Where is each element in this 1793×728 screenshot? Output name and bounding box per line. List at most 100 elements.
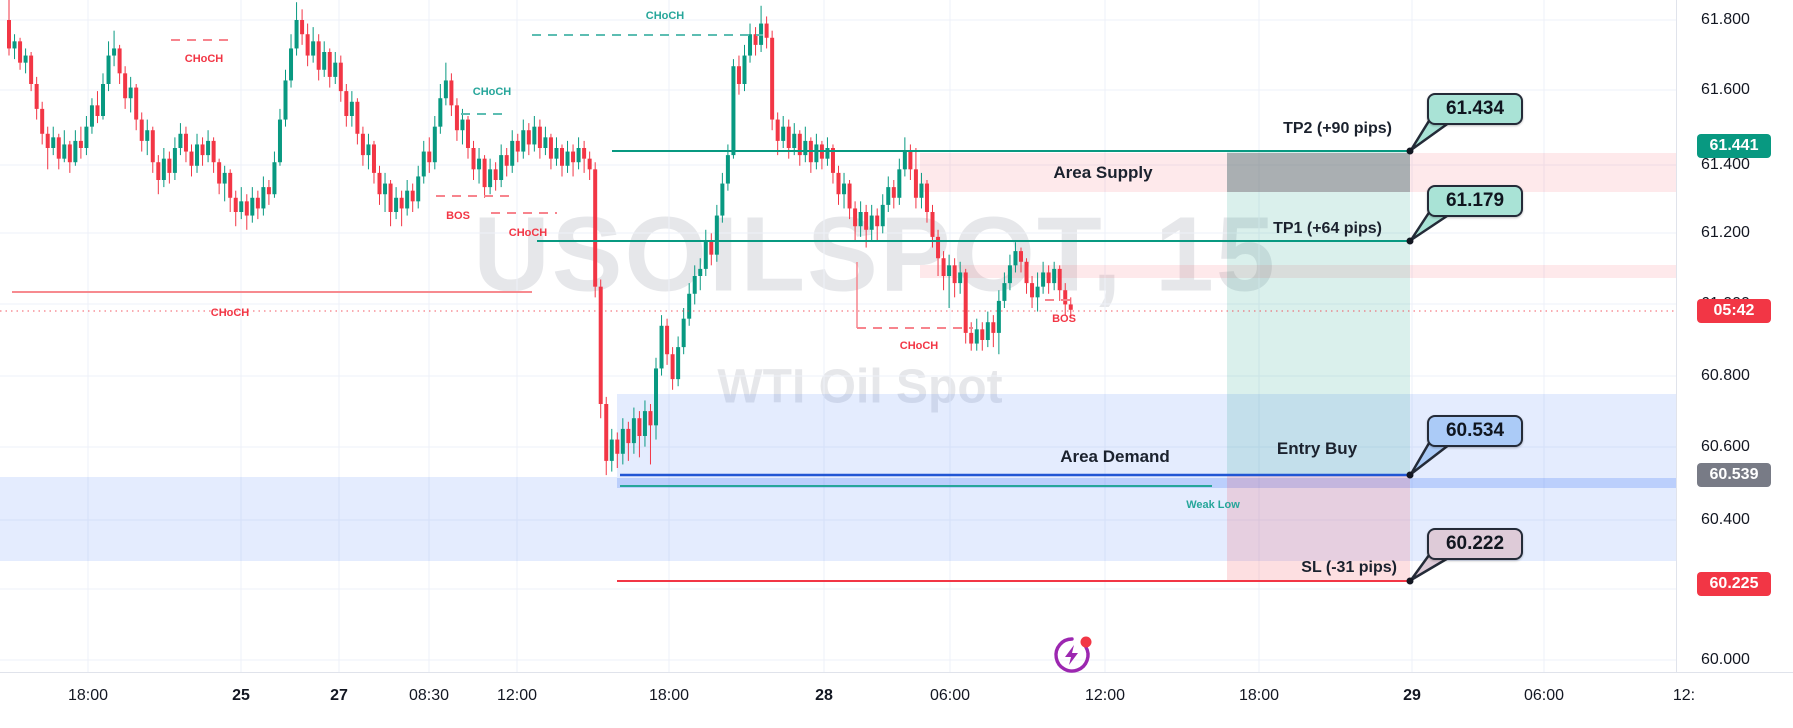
candle-body bbox=[294, 20, 299, 49]
candle-body bbox=[1046, 272, 1051, 284]
candle-body bbox=[980, 329, 985, 341]
candle-body bbox=[89, 105, 94, 127]
candle-body bbox=[875, 215, 880, 227]
candle-body bbox=[731, 66, 736, 156]
candle-body bbox=[67, 144, 72, 163]
candle-body bbox=[421, 151, 426, 177]
candle-body bbox=[576, 148, 581, 163]
candle-body bbox=[255, 197, 260, 209]
candle-body bbox=[117, 48, 122, 74]
candle-body bbox=[725, 155, 730, 184]
choch-marker-label: CHoCH bbox=[508, 227, 548, 239]
candle-body bbox=[189, 151, 194, 166]
candle-body bbox=[366, 144, 371, 156]
weak-low-label[interactable]: Weak Low bbox=[1186, 499, 1240, 511]
candle-body bbox=[289, 48, 294, 81]
tp2-price-badge: 61.441 bbox=[1697, 134, 1771, 158]
candle-body bbox=[792, 133, 797, 149]
candle-body bbox=[941, 258, 946, 277]
candle-body bbox=[145, 130, 150, 141]
flash-event-icon[interactable] bbox=[1049, 632, 1095, 678]
time-tick-label: 06:00 bbox=[929, 687, 971, 704]
candle-body bbox=[471, 148, 476, 170]
candle-body bbox=[217, 162, 222, 184]
candle-body bbox=[300, 20, 305, 35]
candle-body bbox=[609, 439, 614, 461]
candle-body bbox=[615, 439, 620, 454]
candle-body bbox=[250, 197, 255, 216]
time-axis[interactable]: 18:00 25 27 08:30 12:00 18:00 28 06:00 12:00 18:0… bbox=[0, 672, 1793, 728]
bos-marker-label: BOS bbox=[1052, 313, 1076, 325]
choch-marker-label: CHoCH bbox=[184, 53, 224, 65]
tp2-price-callout[interactable]: 61.434 bbox=[1427, 93, 1523, 125]
candle-body bbox=[277, 119, 282, 163]
candle-body bbox=[449, 80, 454, 106]
sl-price-badge: 60.225 bbox=[1697, 572, 1771, 596]
candle-body bbox=[29, 55, 34, 85]
candle-body bbox=[344, 91, 349, 117]
entry-buy-label[interactable]: Entry Buy bbox=[1276, 439, 1358, 458]
candle-body bbox=[388, 183, 393, 213]
candle-body bbox=[51, 137, 56, 149]
candle-body bbox=[1052, 268, 1057, 284]
candle-body bbox=[112, 48, 117, 56]
tp1-label[interactable]: TP1 (+64 pips) bbox=[1273, 220, 1382, 237]
stop-loss-label[interactable]: SL (-31 pips) bbox=[1301, 559, 1397, 576]
candle-body bbox=[814, 144, 819, 163]
sl-price-callout[interactable]: 60.222 bbox=[1427, 528, 1523, 560]
candle-body bbox=[1041, 272, 1046, 287]
candle-body bbox=[692, 276, 697, 294]
loss-zone[interactable] bbox=[1227, 475, 1410, 581]
entry-price-callout[interactable]: 60.534 bbox=[1427, 415, 1523, 447]
supply-overlap-zone[interactable] bbox=[1227, 153, 1410, 192]
candle-body bbox=[748, 34, 753, 56]
candle-body bbox=[1013, 251, 1018, 266]
tp1-price-callout[interactable]: 61.179 bbox=[1427, 185, 1523, 217]
candle-body bbox=[239, 201, 244, 213]
demand-edge-stripe[interactable] bbox=[617, 478, 1676, 488]
candle-body bbox=[687, 293, 692, 319]
candle-body bbox=[598, 286, 603, 405]
line-anchor-dot bbox=[1406, 237, 1414, 245]
candle-body bbox=[167, 158, 172, 173]
candle-body bbox=[504, 155, 509, 166]
candle-body bbox=[515, 140, 520, 152]
candle-body bbox=[416, 176, 421, 202]
candle-body bbox=[200, 144, 205, 156]
time-tick-label: 29 bbox=[1403, 687, 1421, 704]
candle-body bbox=[410, 190, 415, 202]
candle-body bbox=[12, 41, 17, 49]
profit-zone[interactable] bbox=[1227, 151, 1410, 475]
candle-body bbox=[73, 140, 78, 163]
area-supply-zone[interactable] bbox=[920, 153, 1676, 192]
candle-body bbox=[665, 325, 670, 355]
supply-minor-zone[interactable] bbox=[920, 265, 1676, 278]
candle-body bbox=[659, 325, 664, 369]
candle-body bbox=[233, 197, 238, 213]
area-demand-lower-zone[interactable] bbox=[0, 477, 1676, 561]
candle-body bbox=[869, 215, 874, 230]
candle-body bbox=[261, 187, 266, 209]
price-tick-label: 61.200 bbox=[1701, 224, 1750, 241]
candle-body bbox=[228, 172, 233, 198]
candle-body bbox=[18, 41, 23, 63]
area-demand-label[interactable]: Area Demand bbox=[1060, 447, 1170, 466]
price-tick-label: 60.000 bbox=[1701, 651, 1750, 668]
candle-body bbox=[637, 418, 642, 437]
candle-body bbox=[969, 332, 974, 344]
candle-body bbox=[405, 190, 410, 209]
price-axis[interactable]: 61.80061.60061.40061.20061.00060.80060.6… bbox=[1676, 0, 1793, 672]
candle-body bbox=[891, 187, 896, 198]
tp2-label[interactable]: TP2 (+90 pips) bbox=[1283, 120, 1392, 137]
countdown-badge: 05:42 bbox=[1697, 299, 1771, 323]
line-anchor-dot bbox=[1406, 577, 1414, 585]
candle-body bbox=[698, 268, 703, 277]
area-supply-label[interactable]: Area Supply bbox=[1053, 163, 1153, 182]
candle-body bbox=[532, 126, 537, 145]
candle-body bbox=[95, 105, 100, 117]
candle-body bbox=[432, 126, 437, 163]
price-tick-label: 61.400 bbox=[1701, 156, 1750, 173]
candle-body bbox=[443, 80, 448, 99]
candle-body bbox=[40, 108, 45, 134]
